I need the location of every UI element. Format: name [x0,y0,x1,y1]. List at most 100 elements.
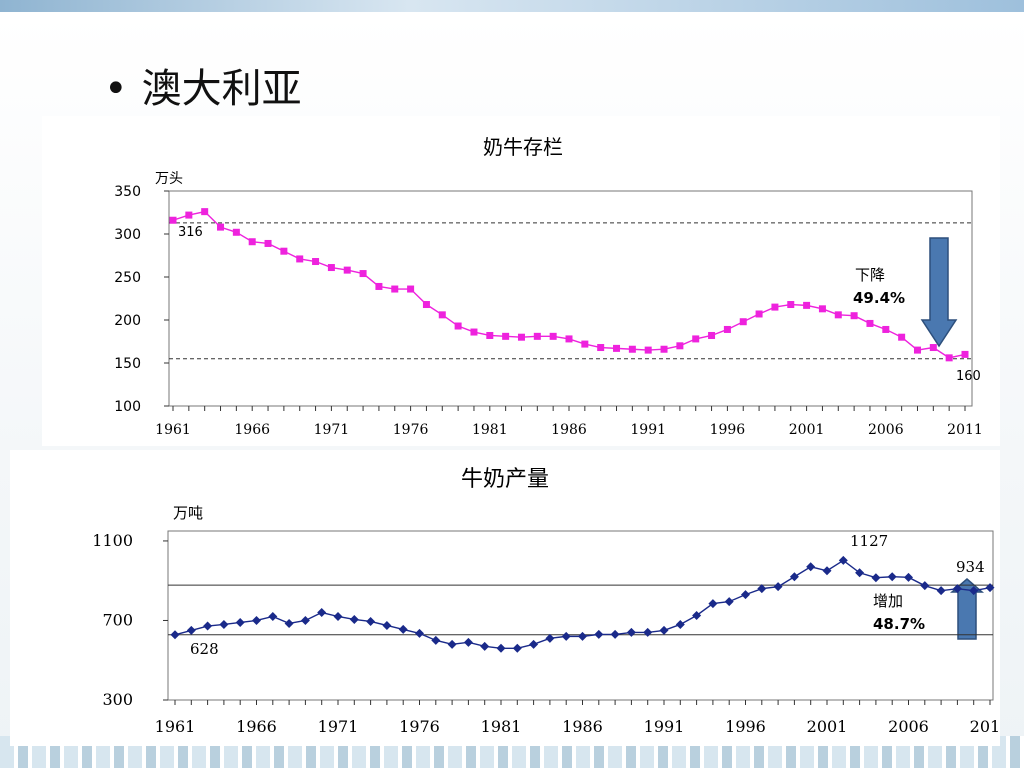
cattle-data-point [787,301,795,309]
milk-start-label: 628 [190,640,219,658]
cattle-data-point [628,345,636,353]
cattle-y-tick-label: 150 [114,356,141,372]
milk-data-point [366,616,376,626]
milk-data-point [904,572,913,582]
cattle-x-tick-label: 1976 [393,422,429,438]
cattle-data-point [692,335,700,343]
bullet-point: • [104,66,128,112]
milk-data-point [219,619,229,629]
cattle-data-point [296,255,304,263]
milk-annotation-line2: 48.7% [873,615,925,633]
cattle-x-tick-label: 1981 [472,422,508,438]
cattle-data-point [549,332,557,340]
milk-data-point [643,627,653,637]
cattle-x-tick-label: 1986 [551,422,587,438]
cattle-data-point [470,328,478,336]
cattle-data-point [517,333,525,341]
cattle-data-point [565,335,573,343]
cattle-data-point [803,301,811,309]
cattle-data-point [818,305,826,313]
cattle-x-tick-label: 1996 [710,422,746,438]
milk-data-point [692,611,702,620]
milk-data-point [952,584,962,594]
cattle-data-point [486,331,494,339]
cattle-data-point [723,325,731,333]
milk-unit-label: 万吨 [173,504,203,522]
cattle-data-point [961,350,969,358]
cattle-data-point [581,340,589,348]
milk-data-point [268,611,278,621]
cattle-data-point [533,332,541,340]
slide-title: • 澳大利亚 [104,56,302,114]
milk-x-tick-label: 1996 [725,717,766,736]
milk-data-point [675,619,685,629]
milk-y-tick-label: 700 [102,610,133,629]
cattle-chart-title: 奶牛存栏 [483,135,563,159]
milk-plot-frame [167,530,994,701]
cattle-y-tick-label: 350 [114,184,141,200]
milk-data-point [822,566,832,576]
milk-data-point [969,586,979,596]
cattle-chart: 奶牛存栏 万头 下降 49.4% 316 160 100 150 200 250 300… [114,135,983,438]
cattle-data-point [882,325,890,333]
milk-data-point [235,617,245,627]
cattle-data-point [913,346,921,354]
milk-data-point [626,627,636,637]
milk-data-point [724,597,734,607]
cattle-data-point [359,270,367,278]
milk-x-tick-label: 1981 [481,717,522,736]
milk-data-point [920,581,930,591]
cattle-plot-frame [168,190,973,407]
cattle-annotation-line2: 49.4% [853,289,905,307]
milk-data-point [659,625,669,635]
cattle-data-point [217,223,225,231]
cattle-start-label: 316 [178,225,203,240]
milk-data-point [463,637,473,647]
milk-x-tick-label: 2011 [970,717,1000,736]
milk-data-point [789,572,799,582]
cattle-data-point [438,311,446,319]
cattle-unit-label: 万头 [155,171,183,187]
cattle-data-point [945,354,953,362]
milk-data-point [480,641,490,651]
milk-data-point [349,614,359,624]
cattle-data-point [343,266,351,274]
milk-data-point [887,572,897,582]
top-decorative-bar [0,0,1024,12]
cattle-data-point [771,303,779,311]
milk-peak-label: 1127 [850,532,888,550]
cattle-data-point [850,312,858,320]
milk-data-point [512,643,522,653]
cattle-data-point [169,216,177,224]
cattle-data-point [898,333,906,341]
milk-data-point [871,573,881,583]
cattle-data-point [185,211,193,219]
cattle-x-tick-label: 1971 [314,422,350,438]
milk-data-point [757,584,767,594]
milk-y-tick-label: 1100 [92,531,133,550]
milk-data-point [398,624,408,634]
cattle-data-point [644,346,652,354]
milk-data-point [496,643,506,653]
cattle-data-point [422,301,430,309]
milk-x-tick-label: 1986 [562,717,603,736]
cattle-data-point [327,264,335,272]
cattle-data-point [708,331,716,339]
cattle-data-point [613,344,621,352]
milk-data-point [708,599,718,609]
milk-data-point [317,608,327,618]
cattle-x-tick-label: 1991 [630,422,666,438]
milk-x-tick-label: 1961 [155,717,196,736]
milk-data-point [415,628,424,638]
milk-end-label: 934 [956,558,985,576]
milk-data-point [561,631,571,641]
milk-chart-title: 牛奶产量 [461,467,549,492]
milk-chart-panel: 牛奶产量 万吨 增加 48.7% 628 1127 934 300 700 1100… [10,450,1010,746]
milk-data-point [594,629,604,639]
cattle-x-tick-label: 1966 [234,422,270,438]
cattle-y-tick-label: 250 [114,270,141,286]
cattle-data-point [248,238,256,246]
milk-data-point [773,582,783,592]
milk-data-point [447,639,457,649]
cattle-data-point [676,342,684,350]
